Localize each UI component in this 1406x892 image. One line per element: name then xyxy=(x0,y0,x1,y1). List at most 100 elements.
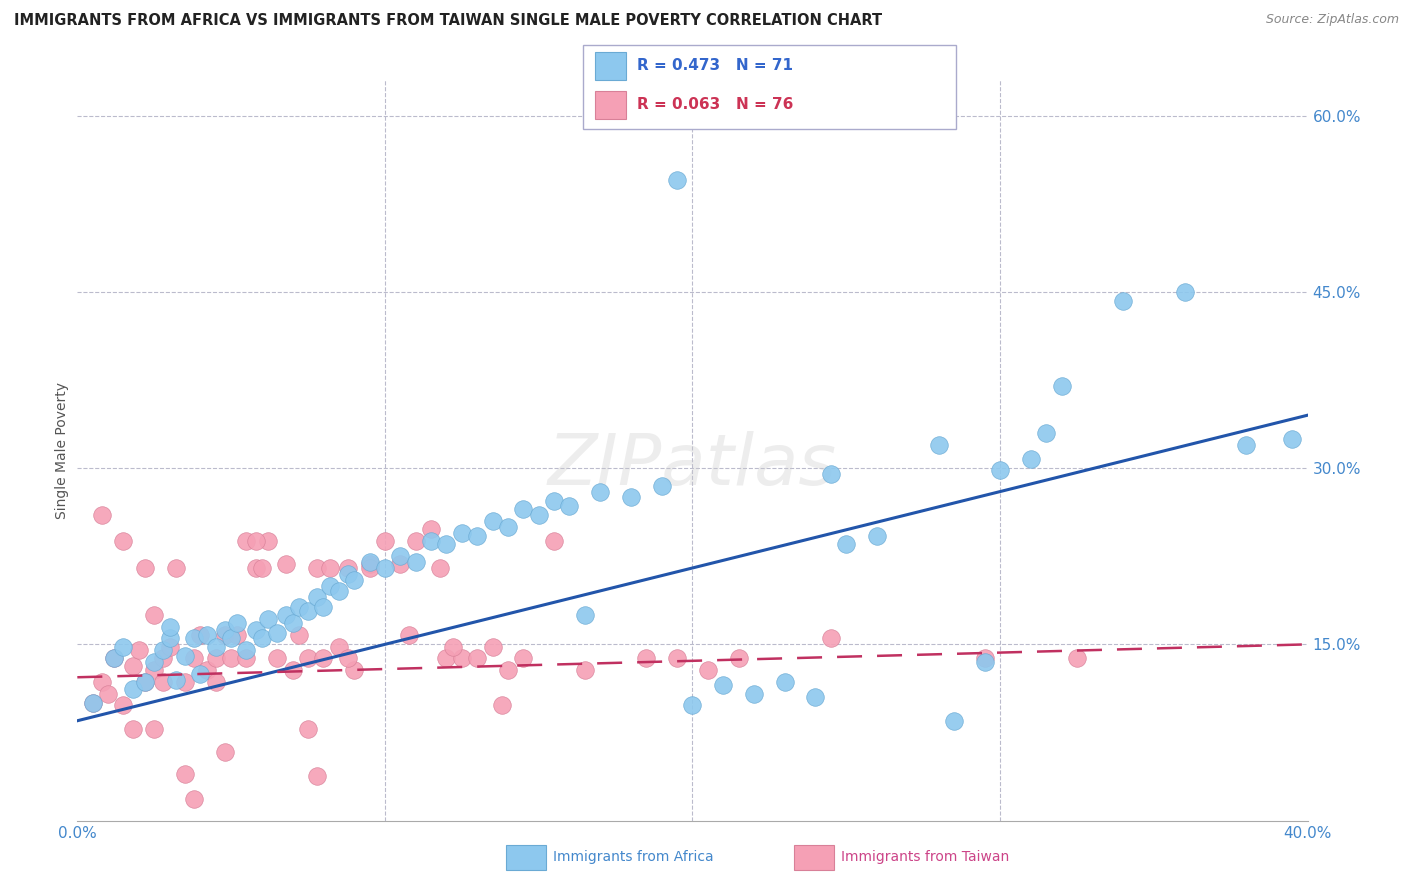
Point xyxy=(343,573,366,587)
Point xyxy=(328,584,350,599)
Point xyxy=(496,663,519,677)
Point xyxy=(183,792,205,806)
Text: Source: ZipAtlas.com: Source: ZipAtlas.com xyxy=(1265,13,1399,27)
Point xyxy=(245,533,267,548)
Point xyxy=(195,628,218,642)
Point xyxy=(441,640,464,654)
Point xyxy=(337,566,360,581)
Point xyxy=(82,696,104,710)
Point xyxy=(307,561,329,575)
Point xyxy=(420,522,443,536)
Point xyxy=(820,632,842,646)
Point xyxy=(359,558,381,572)
Point xyxy=(103,651,125,665)
Point xyxy=(636,651,658,665)
Point xyxy=(134,675,156,690)
Point xyxy=(174,649,197,664)
Point xyxy=(727,651,749,665)
Point xyxy=(666,651,689,665)
Point xyxy=(405,533,427,548)
Point xyxy=(928,437,950,451)
Point xyxy=(121,722,143,736)
Point xyxy=(337,561,360,575)
Point xyxy=(574,663,596,677)
Point xyxy=(398,628,420,642)
Point xyxy=(620,491,643,505)
Point xyxy=(297,604,319,618)
Point xyxy=(219,651,242,665)
Point xyxy=(143,607,166,622)
Point xyxy=(436,537,458,551)
Point xyxy=(558,499,581,513)
Point xyxy=(143,663,166,677)
Point xyxy=(214,746,236,760)
Point xyxy=(183,632,205,646)
Point xyxy=(152,675,174,690)
Y-axis label: Single Male Poverty: Single Male Poverty xyxy=(55,382,69,519)
Point xyxy=(359,561,381,575)
Point xyxy=(112,533,135,548)
Point xyxy=(188,666,212,681)
Point xyxy=(773,675,796,690)
Point xyxy=(1234,437,1257,451)
Point xyxy=(651,479,673,493)
Text: Immigrants from Africa: Immigrants from Africa xyxy=(553,850,713,864)
Point xyxy=(450,651,472,665)
Point xyxy=(307,591,329,605)
Point xyxy=(420,533,443,548)
Point xyxy=(374,533,396,548)
Point xyxy=(405,555,427,569)
Point xyxy=(973,651,995,665)
Text: IMMIGRANTS FROM AFRICA VS IMMIGRANTS FROM TAIWAN SINGLE MALE POVERTY CORRELATION: IMMIGRANTS FROM AFRICA VS IMMIGRANTS FRO… xyxy=(14,13,882,29)
Point xyxy=(543,533,565,548)
Point xyxy=(543,494,565,508)
Point xyxy=(450,525,472,540)
Point xyxy=(183,651,205,665)
Point xyxy=(266,625,288,640)
Point xyxy=(1019,451,1042,466)
Point xyxy=(866,529,889,543)
Point xyxy=(1050,379,1073,393)
Text: ZIPatlas: ZIPatlas xyxy=(548,431,837,500)
Point xyxy=(429,561,451,575)
Point xyxy=(696,663,718,677)
Point xyxy=(159,640,181,654)
Point xyxy=(481,514,503,528)
Point xyxy=(276,607,298,622)
Point xyxy=(318,579,340,593)
Point xyxy=(297,651,319,665)
Point xyxy=(682,698,704,713)
Point xyxy=(465,529,488,543)
Point xyxy=(165,673,187,687)
Point xyxy=(245,561,267,575)
Point xyxy=(250,632,273,646)
Point xyxy=(112,640,135,654)
Point xyxy=(312,651,335,665)
Point xyxy=(188,628,212,642)
Point xyxy=(257,533,280,548)
Point xyxy=(112,698,135,713)
Point xyxy=(143,655,166,669)
Point xyxy=(128,643,150,657)
Point xyxy=(389,549,412,564)
Point xyxy=(235,651,257,665)
Point xyxy=(226,628,249,642)
Point xyxy=(1066,651,1088,665)
Point xyxy=(121,658,143,673)
Text: Immigrants from Taiwan: Immigrants from Taiwan xyxy=(841,850,1010,864)
Point xyxy=(97,687,120,701)
Point xyxy=(266,651,288,665)
Text: R = 0.063   N = 76: R = 0.063 N = 76 xyxy=(637,97,793,112)
Point xyxy=(491,698,513,713)
Point xyxy=(281,663,304,677)
Point xyxy=(235,643,257,657)
Point xyxy=(121,681,143,696)
Point xyxy=(226,616,249,631)
Point xyxy=(152,643,174,657)
Point xyxy=(159,632,181,646)
Point xyxy=(666,173,689,187)
Point xyxy=(214,628,236,642)
Point xyxy=(496,520,519,534)
Point xyxy=(152,651,174,665)
Point xyxy=(1281,432,1303,446)
